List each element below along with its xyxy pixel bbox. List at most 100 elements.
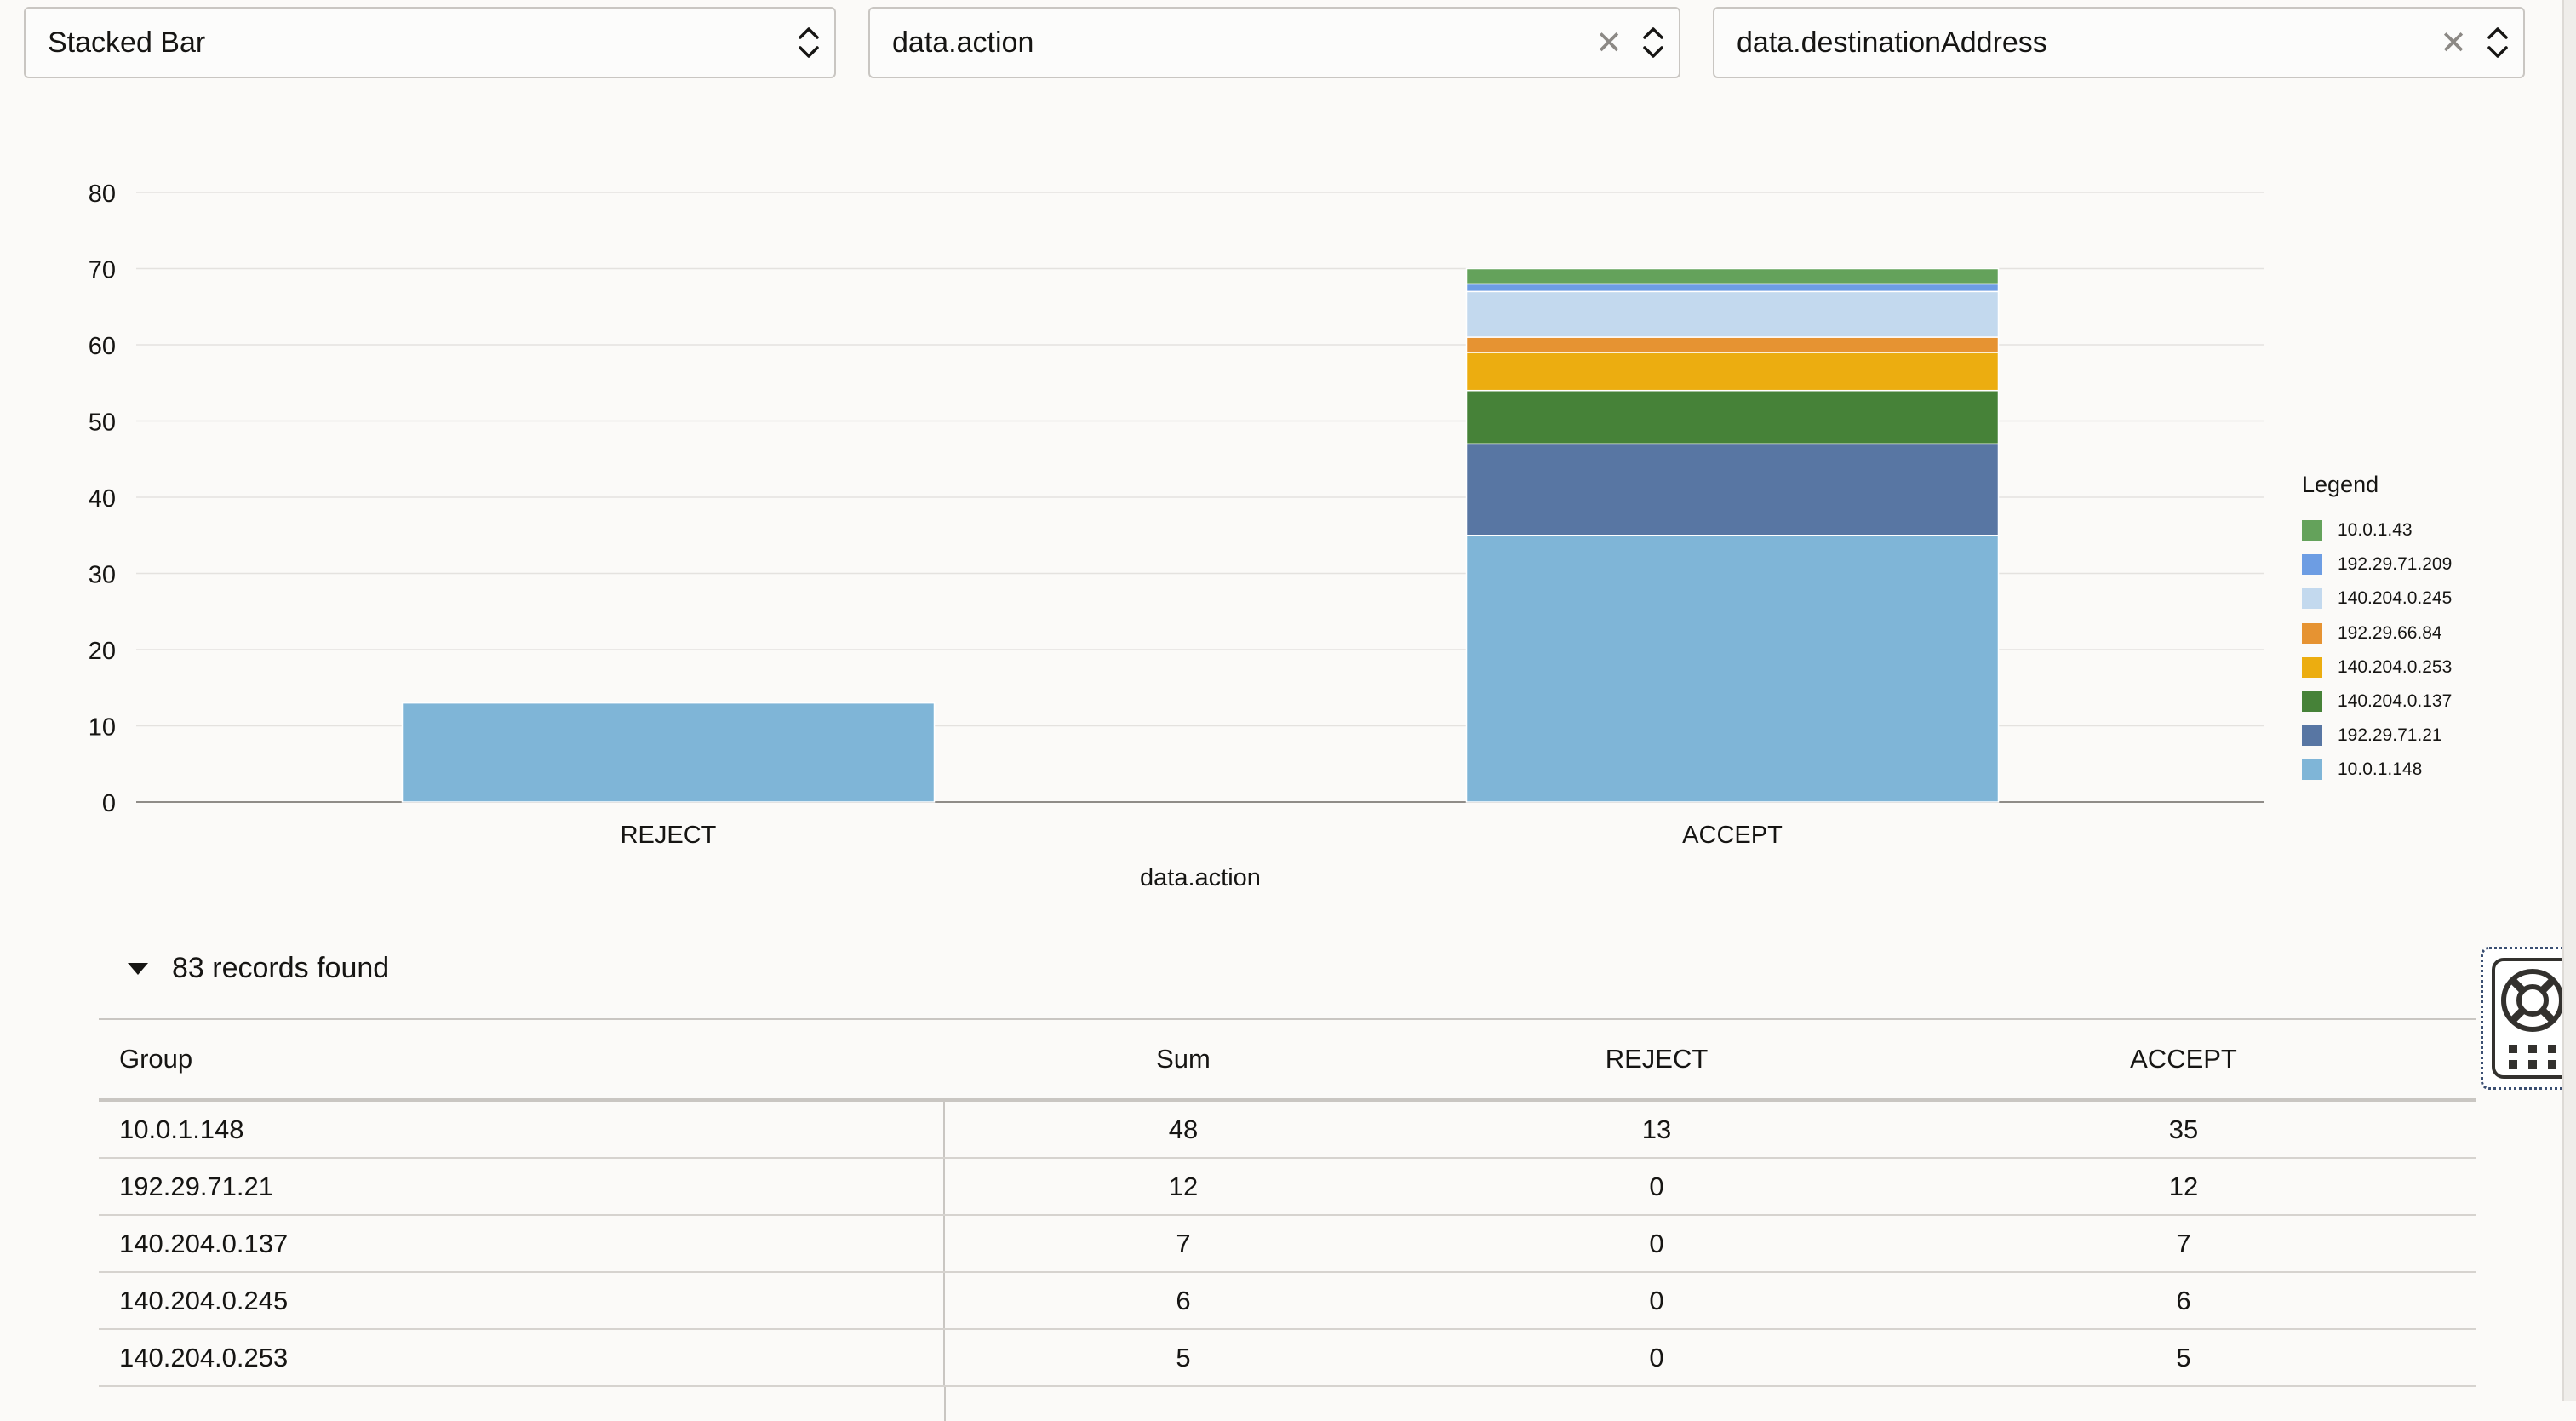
legend-swatch [2302,554,2322,576]
chart-area: 0 10 20 30 40 50 60 70 80 REJECT ACCEPT data.action… [0,128,2576,911]
column-header-accept[interactable]: ACCEPT [2130,1044,2237,1074]
sum-cell: 7 [1176,1228,1191,1258]
sum-cell: 5 [1176,1342,1191,1372]
legend-item[interactable]: 140.204.0.253 [2302,650,2452,685]
legend-label: 140.204.0.137 [2338,691,2453,712]
help-widget-frame [2492,958,2573,1079]
reject-cell: 0 [1649,1171,1664,1201]
chevron-updown-icon[interactable] [1628,7,1679,78]
y-tick-label: 30 [89,562,116,589]
legend-swatch [2302,622,2322,644]
legend-label: 192.29.71.21 [2338,725,2442,746]
x-axis-label: data.action [1140,864,1261,891]
table-row-partial [99,1387,2476,1421]
group-cell: 192.29.71.21 [99,1159,945,1214]
legend-label: 140.204.0.253 [2338,656,2453,677]
legend-title: Legend [2302,472,2379,497]
reject-cell: 0 [1649,1285,1664,1315]
y-tick-label: 80 [89,180,116,208]
group-cell: 140.204.0.245 [99,1273,945,1328]
bar-segment [1465,352,2000,392]
column-header-reject[interactable]: REJECT [1605,1044,1709,1074]
caret-down-icon [128,962,148,975]
chevron-updown-icon[interactable] [2472,7,2523,78]
legend-label: 192.29.66.84 [2338,622,2442,643]
group-field-value: data.destinationAddress [1737,26,2047,59]
chart-legend: Legend 10.0.1.43 192.29.71.209 140.204.0.2… [2302,472,2452,788]
group-cell: 140.204.0.137 [99,1216,945,1271]
table-row: 140.204.0.253 5 0 5 [99,1330,2476,1387]
stacked-bar-chart: 0 10 20 30 40 50 60 70 80 REJECT ACCEPT data.action [89,180,2264,891]
table-row: 10.0.1.148 48 13 35 [99,1102,2476,1159]
legend-label: 10.0.1.148 [2338,759,2423,780]
accept-cell: 12 [2168,1171,2199,1201]
y-tick-label: 10 [89,714,116,742]
accept-cell: 5 [2176,1342,2191,1372]
legend-swatch [2302,656,2322,678]
legend-items: 10.0.1.43 192.29.71.209 140.204.0.245 192.2… [2302,513,2452,788]
reject-cell: 0 [1649,1228,1664,1258]
y-tick-label: 20 [89,638,116,665]
legend-swatch [2302,691,2322,713]
clear-icon[interactable]: ✕ [1595,25,1623,61]
sum-cell: 12 [1168,1171,1199,1201]
bar-segment [1465,389,2000,445]
records-count: 83 records found [172,952,390,984]
toolbar: Stacked Bar data.action ✕ data.destinati… [0,0,2576,85]
group-cell: 140.204.0.253 [99,1330,945,1385]
bar-segment [1465,535,2000,803]
chart-type-select[interactable]: Stacked Bar [24,7,836,78]
legend-swatch [2302,759,2322,781]
column-header-sum[interactable]: Sum [1156,1044,1211,1074]
bar-segment [1465,290,2000,338]
column-divider [944,1387,946,1421]
bar-segment [1465,336,2000,353]
sum-cell: 6 [1176,1285,1191,1315]
lifebuoy-icon [2501,969,2564,1069]
summary-table: Group Sum REJECT ACCEPT 10.0.1.148 48 13… [99,1018,2476,1421]
table-header: Group Sum REJECT ACCEPT [99,1018,2476,1102]
accept-cell: 35 [2168,1114,2199,1144]
legend-label: 10.0.1.43 [2338,520,2413,541]
table-row: 140.204.0.137 7 0 7 [99,1216,2476,1273]
group-cell: 10.0.1.148 [99,1102,945,1157]
y-tick-label: 50 [89,410,116,437]
column-header-group[interactable]: Group [119,1044,193,1074]
legend-item[interactable]: 192.29.71.209 [2302,547,2452,582]
legend-label: 140.204.0.245 [2338,588,2453,609]
legend-item[interactable]: 140.204.0.245 [2302,582,2452,616]
accept-cell: 7 [2176,1228,2191,1258]
legend-item[interactable]: 10.0.1.43 [2302,513,2452,547]
vertical-scrollbar[interactable] [2562,0,2576,1401]
x-tick-label: REJECT [621,822,717,849]
legend-swatch [2302,588,2322,610]
y-tick-label: 60 [89,333,116,360]
legend-swatch [2302,725,2322,747]
x-field-select[interactable]: data.action ✕ [868,7,1680,78]
clear-icon[interactable]: ✕ [2440,25,2467,61]
accept-cell: 6 [2176,1285,2191,1315]
legend-item[interactable]: 140.204.0.137 [2302,685,2452,719]
x-tick-label: ACCEPT [1682,822,1783,849]
legend-label: 192.29.71.209 [2338,554,2453,575]
sum-cell: 48 [1168,1114,1199,1144]
group-field-select[interactable]: data.destinationAddress ✕ [1713,7,2525,78]
x-field-value: data.action [892,26,1034,59]
bar-segment [1465,267,2000,285]
table-row: 140.204.0.245 6 0 6 [99,1273,2476,1330]
records-toggle[interactable]: 83 records found [128,952,389,985]
reject-cell: 13 [1641,1114,1672,1144]
bar-segment [1465,443,2000,536]
bar-segment [401,702,936,803]
table-row: 192.29.71.21 12 0 12 [99,1159,2476,1216]
legend-swatch [2302,520,2322,541]
reject-cell: 0 [1649,1342,1664,1372]
legend-item[interactable]: 10.0.1.148 [2302,753,2452,787]
y-tick-label: 40 [89,485,116,513]
legend-item[interactable]: 192.29.66.84 [2302,616,2452,650]
y-tick-label: 0 [102,790,116,817]
legend-item[interactable]: 192.29.71.21 [2302,719,2452,753]
y-tick-label: 70 [89,257,116,284]
chevron-updown-icon[interactable] [783,7,834,78]
bar-segment [1465,283,2000,293]
